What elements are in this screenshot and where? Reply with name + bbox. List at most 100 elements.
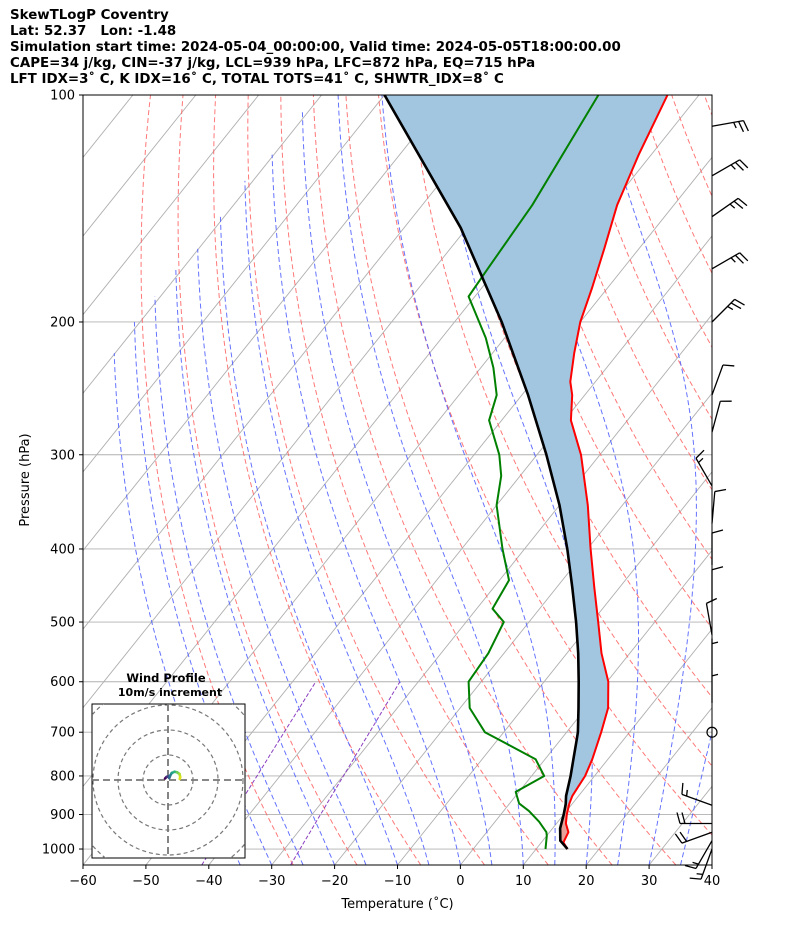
wind-barb-staff [711,401,721,433]
stability-parameters: CAPE=34 j/kg, CIN=-37 j/kg, LCL=939 hPa,… [10,55,536,71]
x-axis-label: Temperature (˚C) [340,896,453,912]
wind-barb-half-feather [727,305,734,311]
dry-adiabat-line [177,95,358,865]
wind-barb-feather [734,298,745,306]
wind-barb-staff [695,840,713,869]
isotherm-line [460,549,712,865]
wind-barb-feather [733,200,744,209]
dry-adiabat-line [475,95,712,630]
y-tick-label: 400 [50,542,75,557]
hodograph-rings [92,704,245,858]
wind-barb [674,831,713,844]
simulation-times: Simulation start time: 2024-05-04_00:00:… [10,39,621,55]
y-tick-label: 200 [50,315,75,330]
y-tick-label: 900 [50,808,75,823]
wind-barb-staff [711,120,744,127]
wind-barb [711,566,724,602]
moist-adiabat-line [197,248,367,865]
wind-barb [711,159,749,177]
wind-barb-feather [689,877,702,880]
y-tick-label: 1000 [42,843,75,858]
dry-adiabat-line [410,95,712,767]
x-tick-label: 10 [515,874,532,889]
x-tick-label: 0 [456,874,464,889]
isotherm-line [83,95,322,394]
isotherm-line [83,95,197,237]
mixing-ratio-line [290,681,401,865]
parcel-path-line [383,95,580,850]
wind-barb-half-feather [730,257,736,263]
wind-barb [711,638,719,671]
moist-adiabat-line [598,95,697,865]
wind-barb [711,197,748,218]
wind-barb-feather [679,831,688,842]
x-tick-label: −50 [132,874,159,889]
x-tick-label: 20 [578,874,595,889]
wind-barb-feather [737,197,748,207]
stability-indices: LFT IDX=3˚ C, K IDX=16˚ C, TOTAL TOTS=41… [10,71,504,87]
y-tick-label: 700 [50,726,75,741]
wind-barb [711,670,719,703]
wind-barb [684,840,713,870]
wind-barb [676,812,712,825]
x-tick-label: −40 [195,874,222,889]
dry-adiabat-line [213,95,422,865]
dry-adiabat-line [573,95,712,421]
wind-barb-feather [684,864,697,870]
wind-barb [711,298,745,323]
wind-barb-feather [676,812,681,824]
moist-adiabat-line [711,862,712,865]
moist-adiabat-line [301,110,493,865]
station-title: SkewTLogP Coventry [10,8,169,23]
isotherm-line [711,864,712,865]
dry-adiabat-line [280,95,549,865]
wind-barb [695,449,713,487]
moist-adiabat-line [133,321,273,865]
isotherm-line [83,95,511,630]
y-tick-label: 100 [50,89,75,104]
x-tick-label: −30 [258,874,285,889]
wind-barb [711,488,727,524]
wind-barb-feather [730,302,742,310]
hodograph-segment [178,775,182,781]
y-tick-label: 500 [50,616,75,631]
wind-barb-staff [681,793,713,806]
cin-area [560,804,570,849]
axes: −60 −50 −40 −30 −20 −10 0 10 20 30 40 100 200 300 400 5… [18,89,720,913]
isotherm-line [83,95,260,316]
y-axis-label: Pressure (hPa) [18,433,33,526]
wind-barb-feather [711,566,724,571]
wind-barb-half-feather [733,122,737,129]
wind-barb-feather [714,488,727,493]
wind-barb-staff [705,603,713,635]
isotherm-line [145,156,712,865]
wind-barb-feather [738,121,745,133]
wind-barb [681,782,713,806]
y-tick-label: 800 [50,769,75,784]
wind-barb-feather [739,159,749,169]
wind-barb-half-feather [730,164,736,170]
dry-adiabat-line [737,95,794,865]
wind-barb-feather [739,252,749,262]
wind-barb-half-feather [698,457,704,464]
wind-barb [711,364,735,396]
wind-barb-half-feather [685,789,688,797]
moist-adiabat-line [337,95,524,865]
mixing-ratio-line [201,681,317,865]
hodograph-subtitle: 10m/s increment [118,686,222,699]
wind-barb-staff [711,252,741,270]
wind-barb-staff [711,197,739,218]
wind-barb-feather [674,833,683,844]
chart-header: SkewTLogP Coventry Lat: 52.37 Lon: -1.48… [10,8,780,88]
wind-barb-staff [711,364,724,396]
isotherm-line [83,95,385,473]
wind-barb-feather [742,120,749,132]
wind-barb-feather [722,364,735,367]
wind-barb-staff [711,159,741,177]
wind-barb-feather [681,782,684,795]
wind-barb-feather [681,812,686,824]
wind-barb-feather [734,254,744,264]
y-tick-label: 600 [50,675,75,690]
